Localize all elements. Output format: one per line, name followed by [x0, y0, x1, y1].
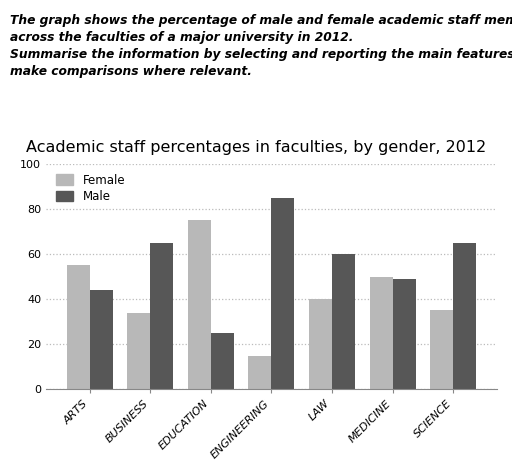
Bar [67, 265, 90, 389]
Bar [453, 243, 476, 389]
Bar [393, 279, 416, 389]
Bar [332, 254, 355, 389]
Text: The graph shows the percentage of male and female academic staff members
across : The graph shows the percentage of male a… [10, 14, 512, 78]
Bar [127, 313, 150, 389]
Bar [370, 277, 393, 389]
Bar [188, 220, 211, 389]
Text: Academic staff percentages in faculties, by gender, 2012: Academic staff percentages in faculties,… [26, 140, 486, 155]
Bar [271, 198, 294, 389]
Legend: Female, Male: Female, Male [52, 170, 129, 207]
Bar [309, 299, 332, 389]
Bar [150, 243, 173, 389]
Bar [211, 333, 234, 389]
Bar [430, 310, 453, 389]
Bar [248, 356, 271, 389]
Bar [90, 290, 113, 389]
